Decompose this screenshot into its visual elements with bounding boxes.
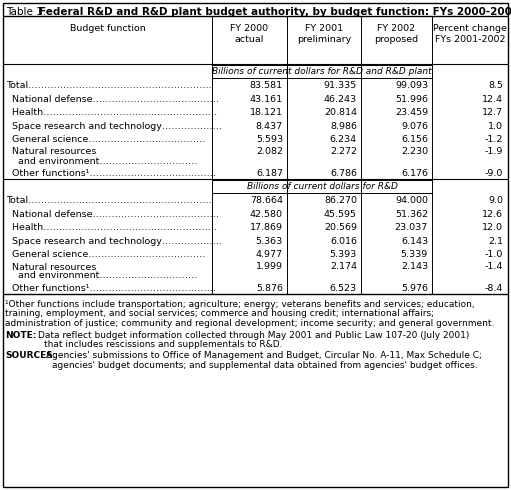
Text: and environment………………………….: and environment…………………………. (6, 271, 197, 280)
Text: Other functions¹………………………………….: Other functions¹…………………………………. (6, 169, 216, 177)
Text: National defense………………………………….: National defense…………………………………. (6, 95, 219, 103)
Text: 1.999: 1.999 (256, 262, 283, 271)
Text: 4.977: 4.977 (256, 250, 283, 259)
Text: 5.363: 5.363 (256, 237, 283, 246)
Text: Space research and technology……………….: Space research and technology………………. (6, 122, 222, 130)
Text: 8.5: 8.5 (488, 81, 503, 90)
Text: 2.143: 2.143 (401, 262, 428, 271)
Text: 18.121: 18.121 (250, 108, 283, 117)
Text: Total………………………………………………….: Total…………………………………………………. (6, 81, 212, 90)
Text: 23.037: 23.037 (395, 223, 428, 232)
Text: Percent change
FYs 2001-2002: Percent change FYs 2001-2002 (433, 24, 507, 44)
Text: 6.156: 6.156 (401, 135, 428, 144)
Text: 5.393: 5.393 (330, 250, 357, 259)
Text: -1.4: -1.4 (484, 262, 503, 271)
Text: Billions of current dollars for R&D and R&D plant: Billions of current dollars for R&D and … (212, 67, 432, 76)
Text: 91.335: 91.335 (324, 81, 357, 90)
Text: -1.2: -1.2 (484, 135, 503, 144)
Text: 6.176: 6.176 (401, 169, 428, 178)
Text: Data reflect budget information collected through May 2001 and Public Law 107-20: Data reflect budget information collecte… (38, 330, 470, 340)
Text: 94.000: 94.000 (395, 196, 428, 205)
Text: 5.593: 5.593 (256, 135, 283, 144)
Text: Federal R&D and R&D plant budget authority, by budget function: FYs 2000-2002: Federal R&D and R&D plant budget authori… (39, 7, 511, 17)
Text: 12.6: 12.6 (482, 210, 503, 219)
Text: training, employment, and social services; commerce and housing credit; internat: training, employment, and social service… (5, 310, 434, 318)
Text: Natural resources: Natural resources (6, 263, 97, 271)
Text: 1.0: 1.0 (488, 122, 503, 131)
Text: and environment………………………….: and environment…………………………. (6, 156, 197, 166)
Text: 2.272: 2.272 (330, 147, 357, 156)
Text: 20.569: 20.569 (324, 223, 357, 232)
Text: that includes rescissions and supplementals to R&D.: that includes rescissions and supplement… (44, 340, 283, 349)
Text: 6.234: 6.234 (330, 135, 357, 144)
Text: 5.876: 5.876 (256, 284, 283, 293)
Text: 46.243: 46.243 (324, 95, 357, 104)
Text: 9.076: 9.076 (401, 122, 428, 131)
Text: 5.976: 5.976 (401, 284, 428, 293)
Text: Health……………………………………………….: Health………………………………………………. (6, 223, 217, 232)
Text: 5.339: 5.339 (401, 250, 428, 259)
Text: 12.4: 12.4 (482, 95, 503, 104)
Text: National defense………………………………….: National defense…………………………………. (6, 210, 219, 219)
Text: 2.1: 2.1 (488, 237, 503, 246)
Text: 2.174: 2.174 (330, 262, 357, 271)
Text: Budget function: Budget function (69, 24, 145, 33)
Text: 12.0: 12.0 (482, 223, 503, 232)
Text: FY 2001
preliminary: FY 2001 preliminary (297, 24, 351, 44)
Text: -8.4: -8.4 (484, 284, 503, 293)
Text: 20.814: 20.814 (324, 108, 357, 117)
Text: NOTE:: NOTE: (5, 330, 36, 340)
Text: 12.7: 12.7 (482, 108, 503, 117)
Text: 23.459: 23.459 (395, 108, 428, 117)
Text: -1.0: -1.0 (484, 250, 503, 259)
Text: -9.0: -9.0 (484, 169, 503, 178)
Text: 2.082: 2.082 (256, 147, 283, 156)
Text: Other functions¹………………………………….: Other functions¹…………………………………. (6, 284, 216, 293)
Text: -1.9: -1.9 (484, 147, 503, 156)
Text: General science……………………………….: General science………………………………. (6, 135, 205, 144)
Text: FY 2000
actual: FY 2000 actual (230, 24, 269, 44)
Text: General science……………………………….: General science………………………………. (6, 250, 205, 259)
Text: Natural resources: Natural resources (6, 147, 97, 156)
Text: Health……………………………………………….: Health………………………………………………. (6, 108, 217, 117)
Text: 9.0: 9.0 (488, 196, 503, 205)
Text: 45.595: 45.595 (324, 210, 357, 219)
Text: Space research and technology……………….: Space research and technology………………. (6, 237, 222, 245)
Text: ¹Other functions include transportation; agriculture; energy; veterans benefits : ¹Other functions include transportation;… (5, 300, 475, 309)
Text: SOURCES:: SOURCES: (5, 351, 56, 361)
Text: Total………………………………………………….: Total…………………………………………………. (6, 196, 212, 205)
Text: 99.093: 99.093 (395, 81, 428, 90)
Text: 51.996: 51.996 (395, 95, 428, 104)
Text: administration of justice; community and regional development; income security; : administration of justice; community and… (5, 319, 494, 328)
Text: 2.230: 2.230 (401, 147, 428, 156)
Text: 8.986: 8.986 (330, 122, 357, 131)
Text: Table 1.: Table 1. (6, 7, 53, 17)
Text: 6.143: 6.143 (401, 237, 428, 246)
Text: 43.161: 43.161 (250, 95, 283, 104)
Text: 6.523: 6.523 (330, 284, 357, 293)
Text: 6.187: 6.187 (256, 169, 283, 178)
Text: 78.664: 78.664 (250, 196, 283, 205)
Text: 6.786: 6.786 (330, 169, 357, 178)
Text: 86.270: 86.270 (324, 196, 357, 205)
Text: 51.362: 51.362 (395, 210, 428, 219)
Text: Billions of current dollars for R&D: Billions of current dollars for R&D (247, 182, 398, 191)
Text: 6.016: 6.016 (330, 237, 357, 246)
Text: 8.437: 8.437 (256, 122, 283, 131)
Text: 83.581: 83.581 (250, 81, 283, 90)
Text: Agencies' submissions to Office of Management and Budget, Circular No. A-11, Max: Agencies' submissions to Office of Manag… (46, 351, 482, 361)
Text: 17.869: 17.869 (250, 223, 283, 232)
Text: 42.580: 42.580 (250, 210, 283, 219)
Text: agencies' budget documents; and supplemental data obtained from agencies' budget: agencies' budget documents; and suppleme… (52, 361, 478, 370)
Text: FY 2002
proposed: FY 2002 proposed (375, 24, 419, 44)
